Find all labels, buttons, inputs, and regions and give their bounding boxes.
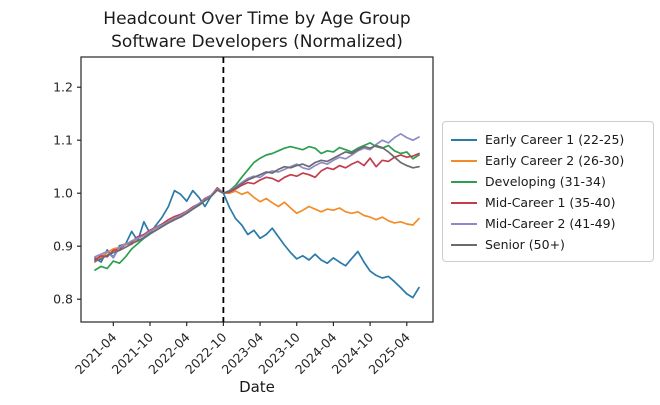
legend-item: Early Career 2 (26-30) xyxy=(451,150,645,171)
y-tick-label: 1.2 xyxy=(53,80,73,95)
x-axis-label: Date xyxy=(239,378,275,396)
chart-title: Headcount Over Time by Age Group Softwar… xyxy=(27,8,487,54)
legend-item: Mid-Career 2 (41-49) xyxy=(451,213,645,234)
chart-title-line2: Software Developers (Normalized) xyxy=(111,31,403,52)
y-tick-label: 1.1 xyxy=(53,133,73,148)
y-tick-label: 0.8 xyxy=(53,292,73,307)
chart-title-line1: Headcount Over Time by Age Group xyxy=(103,9,411,29)
axes-spines xyxy=(80,56,434,323)
legend-label: Mid-Career 2 (41-49) xyxy=(485,216,616,231)
legend-label: Senior (50+) xyxy=(485,237,565,252)
legend-label: Mid-Career 1 (35-40) xyxy=(485,195,616,210)
legend-item: Senior (50+) xyxy=(451,234,645,255)
series-line xyxy=(94,152,420,261)
legend-label: Developing (31-34) xyxy=(485,174,606,189)
legend-label: Early Career 1 (22-25) xyxy=(485,132,625,147)
legend-swatch-line xyxy=(451,222,477,225)
legend-item: Early Career 1 (22-25) xyxy=(451,129,645,150)
series-line xyxy=(94,144,420,262)
legend-item: Mid-Career 1 (35-40) xyxy=(451,192,645,213)
y-tick-label: 1.0 xyxy=(53,186,73,201)
y-tick-label: 0.9 xyxy=(53,239,73,254)
legend-swatch-line xyxy=(451,159,477,162)
legend-swatch-line xyxy=(451,201,477,204)
legend-swatch-line xyxy=(451,243,477,246)
legend-swatch-line xyxy=(451,180,477,183)
legend-item: Developing (31-34) xyxy=(451,171,645,192)
legend-box: Early Career 1 (22-25) Early Career 2 (26… xyxy=(442,121,654,262)
legend-swatch-line xyxy=(451,138,477,141)
legend-label: Early Career 2 (26-30) xyxy=(485,153,625,168)
